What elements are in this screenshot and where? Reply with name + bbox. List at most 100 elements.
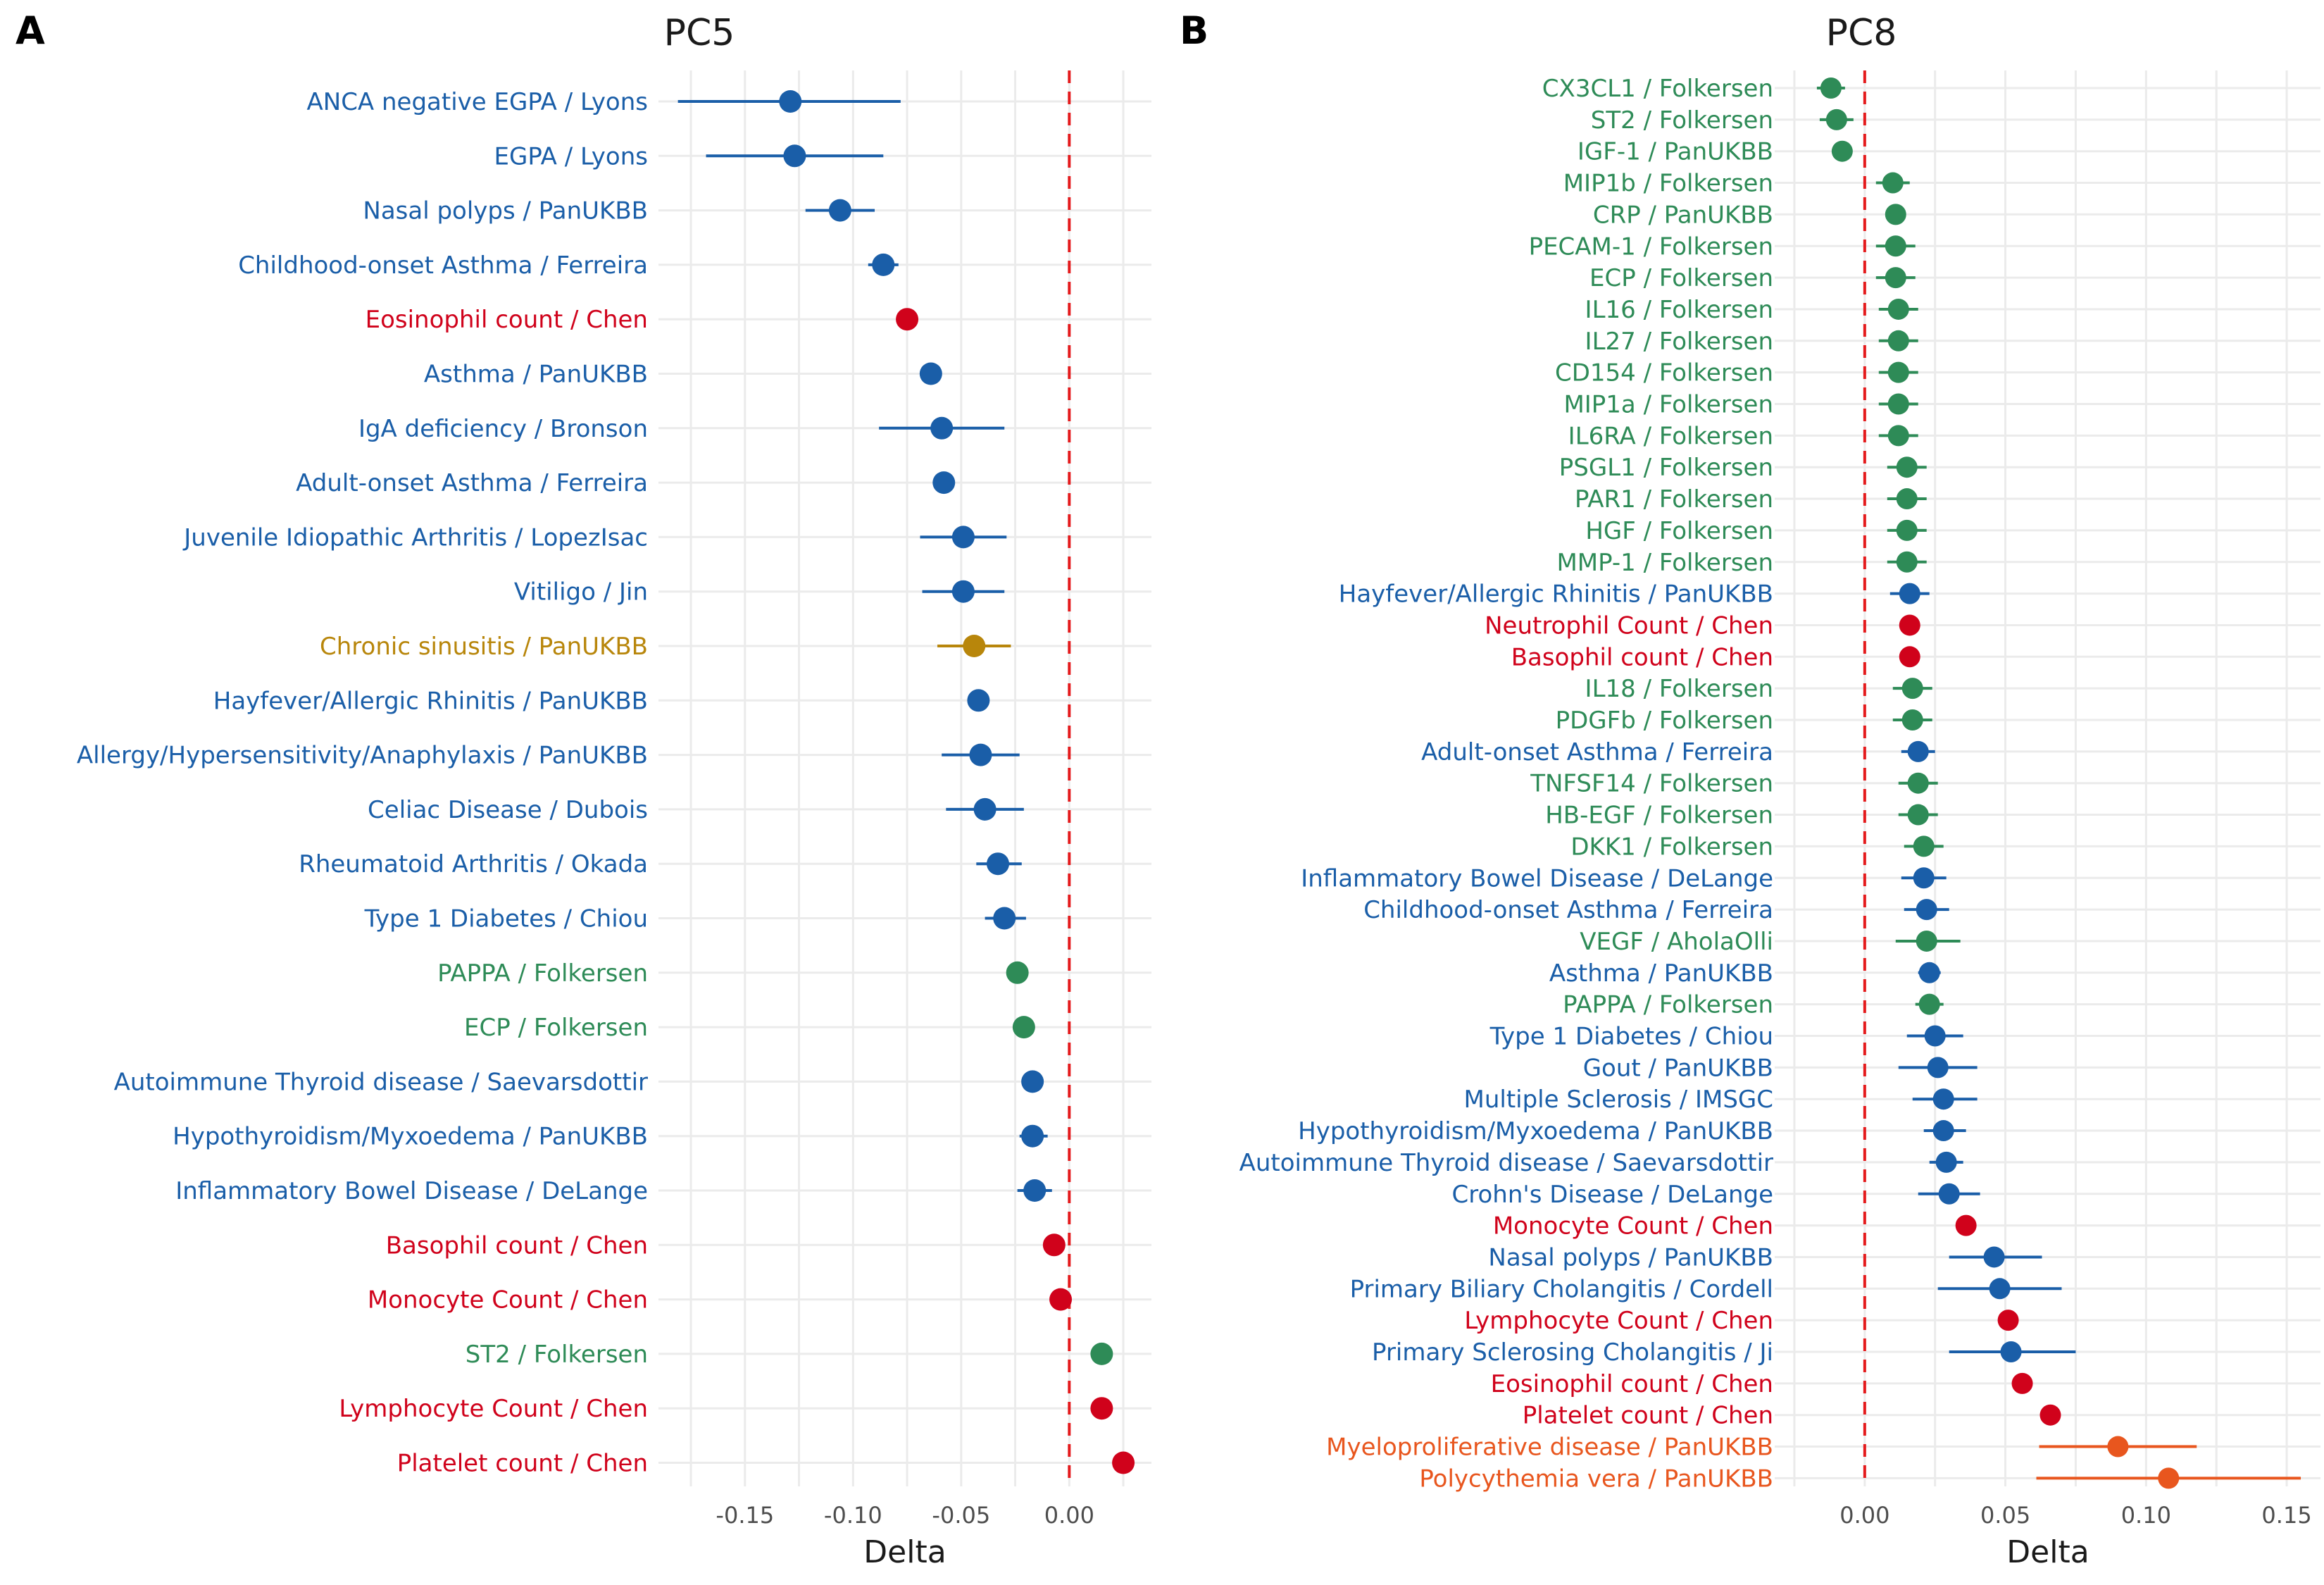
- panel-b-row-label: Multiple Sclerosis / IMSGC: [1463, 1086, 1773, 1114]
- panel-b-point: [1882, 172, 1904, 194]
- panel-b-point: [1820, 77, 1842, 99]
- panel-a-point: [1021, 1124, 1044, 1148]
- panel-a-point: [783, 144, 806, 168]
- panel-b-row-label: Lymphocyte Count / Chen: [1464, 1307, 1773, 1335]
- panel-a-row-label: Juvenile Idiopathic Arthritis / LopezIsa…: [182, 523, 648, 552]
- panel-b-row-label: PSGL1 / Folkersen: [1559, 454, 1773, 482]
- panel-b-row-label: Gout / PanUKBB: [1583, 1054, 1773, 1082]
- panel-a-row-label: ECP / Folkersen: [464, 1014, 648, 1042]
- panel-b-point: [1913, 835, 1935, 857]
- panel-b-x-tick-label: 0.05: [1980, 1502, 2030, 1529]
- panel-b-row-label: IL16 / Folkersen: [1585, 296, 1773, 324]
- panel-b-point: [1935, 1151, 1957, 1173]
- panel-a-row-label: Lymphocyte Count / Chen: [339, 1395, 648, 1423]
- panel-b-point: [1885, 235, 1906, 257]
- panel-b-row-label: Monocyte Count / Chen: [1493, 1212, 1773, 1241]
- panel-a-x-axis-title: Delta: [863, 1534, 946, 1570]
- panel-a-x-tick-label: -0.05: [932, 1502, 990, 1529]
- panel-a-point: [1021, 1070, 1044, 1093]
- panel-b-point: [1901, 678, 1923, 700]
- panel-b-point: [1831, 140, 1853, 162]
- panel-b-point: [1885, 204, 1906, 225]
- panel-b-row-label: HB-EGF / Folkersen: [1545, 802, 1773, 830]
- panel-b-point: [1896, 551, 1918, 573]
- panel-a-letter: A: [15, 8, 45, 53]
- panel-a-point: [951, 580, 975, 603]
- panel-a-title: PC5: [664, 12, 735, 54]
- panel-b-row-label: Basophil count / Chen: [1511, 643, 1773, 671]
- panel-a-row-label: ANCA negative EGPA / Lyons: [307, 88, 649, 116]
- panel-b-row-label: Platelet count / Chen: [1523, 1402, 1773, 1430]
- panel-a-point: [896, 308, 919, 331]
- panel-b-row-label: CRP / PanUKBB: [1593, 201, 1773, 229]
- panel-b-point: [1907, 772, 1929, 794]
- panel-b-row-label: PAR1 / Folkersen: [1575, 485, 1773, 514]
- panel-a-point: [930, 416, 954, 440]
- panel-b-point: [1955, 1214, 1977, 1236]
- panel-b-x-tick-label: 0.00: [1839, 1502, 1889, 1529]
- panel-b-row-label: CX3CL1 / Folkersen: [1542, 75, 1773, 103]
- panel-b-point: [1896, 519, 1918, 541]
- panel-b-row-label: ST2 / Folkersen: [1591, 106, 1773, 135]
- panel-b-point: [1916, 930, 1937, 952]
- panel-b-point: [2107, 1436, 2129, 1457]
- panel-b-row-label: Asthma / PanUKBB: [1549, 959, 1773, 988]
- panel-b-point: [1918, 993, 1940, 1015]
- panel-b-row-label: DKK1 / Folkersen: [1570, 833, 1773, 861]
- panel-b-row-label: Type 1 Diabetes / Chiou: [1489, 1023, 1773, 1051]
- panel-b-row-label: ECP / Folkersen: [1589, 264, 1773, 292]
- panel-a-x-tick-label: -0.15: [716, 1502, 774, 1529]
- panel-b-row-label: HGF / Folkersen: [1585, 517, 1773, 545]
- panel-a-row-label: Autoimmune Thyroid disease / Saevarsdott…: [114, 1068, 648, 1096]
- panel-b-point: [1901, 709, 1923, 731]
- panel-a-x-tick-label: 0.00: [1044, 1502, 1094, 1529]
- panel-a-point: [1006, 961, 1029, 984]
- panel-a-point: [1042, 1233, 1066, 1257]
- panel-b-row-label: PAPPA / Folkersen: [1563, 991, 1773, 1019]
- panel-b-row-label: PDGFb / Folkersen: [1556, 707, 1773, 735]
- panel-b-point: [1983, 1246, 2005, 1268]
- panel-a-x-tick-label: -0.10: [824, 1502, 882, 1529]
- panel-a-row-label: EGPA / Lyons: [494, 142, 649, 170]
- panel-a-row-label: Celiac Disease / Dubois: [368, 796, 648, 824]
- panel-a-row-label: Adult-onset Asthma / Ferreira: [296, 469, 648, 497]
- panel-b-point: [1938, 1183, 1960, 1205]
- panel-a-point: [1049, 1288, 1073, 1311]
- panel-b-row-label: MIP1a / Folkersen: [1563, 391, 1773, 419]
- panel-a-point: [973, 797, 997, 821]
- panel-b-point: [1899, 646, 1920, 668]
- panel-a-point: [932, 471, 956, 495]
- panel-a-point: [987, 852, 1010, 876]
- panel-a-point: [1012, 1016, 1035, 1039]
- panel-b-row-label: PECAM-1 / Folkersen: [1529, 232, 1773, 261]
- panel-b-point: [1896, 456, 1918, 478]
- panel-a-point: [951, 526, 975, 549]
- panel-b-point: [1887, 298, 1909, 320]
- panel-b-point: [2158, 1467, 2180, 1489]
- panel-b-plot: 0.00 0.05 0.10 0.15 CX3CL1 / Folkersen ST2 / …: [1239, 70, 2320, 1529]
- panel-b-point: [1907, 740, 1929, 762]
- panel-b-row-label: Primary Biliary Cholangitis / Cordell: [1350, 1275, 1773, 1303]
- panel-b-row-label: Polycythemia vera / PanUKBB: [1419, 1465, 1773, 1493]
- panel-b-x-tick-label: 0.15: [2261, 1502, 2311, 1529]
- panel-b-point: [1932, 1088, 1954, 1110]
- panel-a-point: [919, 362, 942, 385]
- panel-b-point: [1887, 330, 1909, 352]
- panel-a-row-label: IgA deficiency / Bronson: [358, 415, 648, 443]
- panel-b-point: [1899, 583, 1920, 604]
- panel-a-row-label: Asthma / PanUKBB: [424, 361, 648, 389]
- panel-b-title: PC8: [1826, 12, 1897, 54]
- panel-b-point: [1885, 267, 1906, 289]
- panel-a-point: [967, 689, 990, 712]
- panel-b-row-label: IGF-1 / PanUKBB: [1578, 138, 1773, 166]
- panel-a-row-label: Monocyte Count / Chen: [368, 1286, 648, 1314]
- panel-a-row-label: Allergy/Hypersensitivity/Anaphylaxis / P…: [77, 742, 648, 770]
- panel-a-row-label: Basophil count / Chen: [386, 1231, 648, 1260]
- panel-b-row-label: Hypothyroidism/Myxoedema / PanUKBB: [1298, 1117, 1773, 1145]
- panel-b-point: [1896, 488, 1918, 510]
- panel-a-row-label: Type 1 Diabetes / Chiou: [364, 905, 648, 933]
- panel-b-row-label: Nasal polyps / PanUKBB: [1488, 1243, 1773, 1272]
- panel-b-point: [1997, 1310, 2019, 1331]
- panel-a-point: [963, 635, 986, 657]
